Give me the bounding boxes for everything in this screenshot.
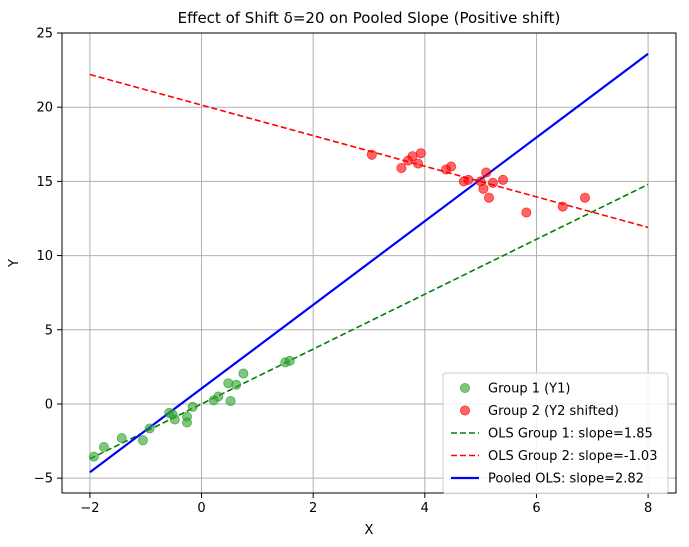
line-series-2 (89, 183, 649, 460)
plot-frame (61, 32, 677, 494)
x-tick-label: 8 (644, 501, 652, 516)
data-point-series-0 (238, 368, 249, 379)
legend-label: Pooled OLS: slope=2.82 (488, 472, 644, 487)
x-tick-label: 0 (197, 501, 205, 516)
data-point-series-1 (497, 174, 508, 185)
data-point-series-1 (366, 149, 377, 160)
legend-box (442, 372, 669, 494)
x-tick-label: 6 (532, 501, 540, 516)
data-point-series-0 (116, 433, 127, 444)
data-point-series-0 (169, 414, 180, 425)
data-point-series-0 (225, 395, 236, 406)
data-point-series-1 (521, 207, 532, 218)
legend-label: Group 2 (Y2 shifted) (488, 404, 619, 419)
y-tick-label: 15 (36, 175, 53, 190)
y-tick-label: 25 (36, 27, 53, 42)
chart-title: Effect of Shift δ=20 on Pooled Slope (Po… (178, 9, 561, 27)
legend-label: OLS Group 1: slope=1.85 (488, 427, 653, 442)
line-series-4 (89, 52, 649, 474)
legend-label: OLS Group 2: slope=-1.03 (488, 449, 657, 464)
y-tick-label: −5 (34, 472, 53, 487)
data-point-series-1 (483, 192, 494, 203)
data-point-series-1 (415, 148, 426, 159)
data-points (88, 148, 591, 462)
data-point-series-1 (396, 162, 407, 173)
grid (62, 32, 676, 493)
data-point-series-1 (487, 177, 498, 188)
data-point-series-1 (481, 167, 492, 178)
legend-label: Group 1 (Y1) (488, 382, 570, 397)
x-axis-label: X (365, 523, 374, 538)
x-tick-label: 2 (309, 501, 317, 516)
y-tick-label: 0 (45, 397, 53, 412)
x-tick-label: −2 (80, 501, 99, 516)
data-point-series-1 (580, 192, 591, 203)
data-point-series-0 (137, 435, 148, 446)
data-point-series-0 (88, 451, 99, 462)
legend: Group 1 (Y1) Group 2 (Y2 shifted) OLS Grou… (442, 372, 669, 494)
y-tick-label: 20 (36, 101, 53, 116)
data-point-series-0 (231, 379, 242, 390)
data-point-series-0 (181, 417, 192, 428)
data-point-series-1 (463, 174, 474, 185)
y-tick-label: 10 (36, 249, 53, 264)
y-axis-label: Y (7, 259, 22, 268)
y-axis-ticks: −5 0 5 10 15 20 25 (34, 27, 62, 487)
data-point-series-0 (98, 441, 109, 452)
data-point-series-0 (213, 391, 224, 402)
data-point-series-1 (557, 201, 568, 212)
y-tick-label: 5 (45, 323, 53, 338)
x-tick-label: 4 (421, 501, 429, 516)
data-point-series-1 (446, 161, 457, 172)
data-point-series-1 (413, 158, 424, 169)
data-point-series-1 (478, 183, 489, 194)
data-point-series-0 (284, 355, 295, 366)
legend-marker (459, 382, 470, 393)
legend-marker (459, 405, 470, 416)
data-point-series-0 (144, 423, 155, 434)
data-point-series-0 (187, 401, 198, 412)
x-axis-ticks: −2 0 2 4 6 8 (80, 493, 652, 516)
